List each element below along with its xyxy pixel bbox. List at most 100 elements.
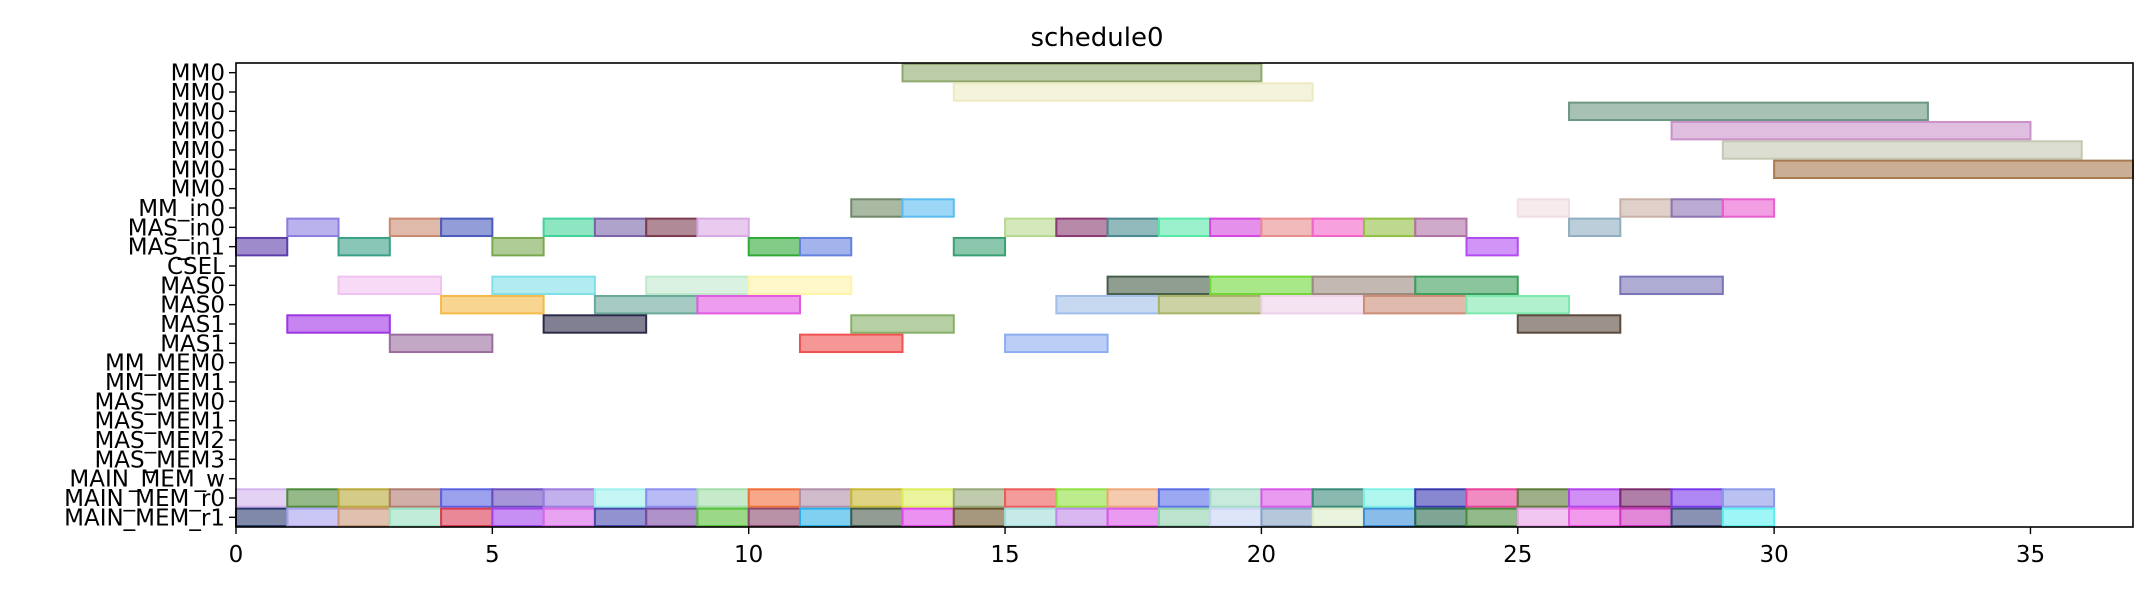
schedule-bar — [286, 314, 391, 334]
schedule-bar — [1619, 198, 1673, 218]
schedule-bar — [696, 488, 750, 508]
schedule-bar — [798, 333, 904, 354]
y-tick-label: MM_in0 — [138, 196, 225, 222]
schedule-bar — [952, 236, 1007, 257]
schedule-bar — [1209, 217, 1263, 238]
y-tick-label: MAS0 — [160, 273, 225, 299]
schedule-bar — [491, 236, 545, 257]
schedule-bar — [593, 217, 648, 238]
schedule-bar — [1209, 275, 1314, 296]
schedule-bar — [1414, 507, 1468, 528]
y-tick-label: MAIN_MEM_w — [69, 467, 225, 493]
schedule-bar — [1311, 488, 1365, 508]
schedule-bar — [235, 507, 289, 528]
schedule-bar — [388, 217, 443, 238]
schedule-bar — [1670, 120, 2032, 141]
schedule-bar — [1260, 294, 1365, 315]
schedule-bar — [696, 294, 801, 315]
y-tick-label: MAS_MEM0 — [94, 389, 225, 415]
schedule-bar — [1106, 488, 1160, 508]
schedule-bar — [1004, 507, 1058, 528]
schedule-bar — [1055, 294, 1160, 315]
x-tick-label: 35 — [2016, 542, 2045, 568]
schedule-bar — [645, 488, 699, 508]
schedule-bar — [286, 507, 340, 528]
x-tick-label: 10 — [734, 542, 763, 568]
schedule-bar — [1516, 507, 1571, 528]
x-tick-label: 5 — [485, 542, 500, 568]
schedule-bar — [798, 488, 853, 508]
schedule-bar — [901, 507, 955, 528]
y-tick-label: MAS1 — [160, 331, 225, 357]
x-axis: 0 5 10 15 20 25 30 35 — [229, 527, 2045, 568]
y-tick-label: MAIN_MEM_r0 — [64, 486, 225, 512]
y-tick-label: MAS0 — [160, 293, 225, 319]
schedule-bar — [542, 488, 596, 508]
schedule-bar — [1260, 507, 1314, 528]
schedule-bar — [1106, 275, 1212, 296]
y-tick-label: MM0 — [171, 61, 225, 87]
schedule-bar — [542, 217, 596, 238]
schedule-bar — [747, 507, 801, 528]
y-tick-label: MM_MEM1 — [105, 370, 225, 396]
schedule-bar — [593, 507, 648, 528]
x-tick-label: 15 — [990, 542, 1019, 568]
schedule-bar — [1157, 507, 1212, 528]
schedule-bar — [388, 333, 494, 354]
y-tick-label: MAS_in1 — [128, 235, 225, 261]
schedule-bar — [952, 488, 1007, 508]
schedule-bar — [850, 488, 904, 508]
schedule-bar — [1209, 507, 1263, 528]
schedule-bar — [1516, 314, 1622, 334]
schedule-bar — [491, 488, 545, 508]
schedule-bar — [440, 507, 494, 528]
schedule-bar — [901, 488, 955, 508]
schedule-bar — [1414, 488, 1468, 508]
schedule-bar — [850, 507, 904, 528]
schedule-bar — [1157, 488, 1212, 508]
schedule-bar — [542, 314, 648, 334]
schedule-bar — [1055, 488, 1109, 508]
y-tick-label: CSEL — [167, 254, 225, 280]
y-tick-label: MAS_MEM1 — [94, 409, 225, 435]
bars-layer — [235, 62, 2135, 528]
y-tick-label: MAS_MEM3 — [94, 447, 225, 473]
schedule-bar — [1465, 488, 1519, 508]
schedule-bar — [593, 488, 648, 508]
plot-frame — [235, 62, 2134, 528]
schedule-bar — [798, 236, 853, 257]
schedule-bar — [286, 488, 340, 508]
y-tick-label: MM0 — [171, 157, 225, 183]
schedule-bar — [1465, 294, 1571, 315]
schedule-bar — [491, 275, 596, 296]
schedule-bar — [747, 236, 801, 257]
schedule-bar — [1414, 217, 1468, 238]
schedule-bar — [696, 507, 750, 528]
schedule-bar — [850, 314, 955, 334]
schedule-bar — [952, 82, 1314, 102]
schedule-bar — [1619, 507, 1673, 528]
schedule-bar — [1568, 507, 1622, 528]
y-tick-label: MAS1 — [160, 312, 225, 338]
schedule-bar — [542, 507, 596, 528]
schedule-bar — [1362, 217, 1417, 238]
schedule-bar — [850, 198, 904, 218]
schedule-bar — [1670, 507, 1724, 528]
schedule-bar — [388, 488, 443, 508]
schedule-bar — [1311, 275, 1417, 296]
schedule-bar — [1004, 488, 1058, 508]
schedule-bar — [1568, 101, 1929, 122]
schedule-bar — [1619, 488, 1673, 508]
schedule-bar — [1721, 507, 1776, 528]
schedule-bar — [1414, 275, 1519, 296]
schedule-bar — [1106, 507, 1160, 528]
schedule-bar — [440, 294, 545, 315]
schedule-bar — [1721, 140, 2083, 160]
schedule-bar — [286, 217, 340, 238]
schedule-bar — [440, 488, 494, 508]
schedule-bar — [337, 236, 391, 257]
schedule-bar — [1311, 507, 1365, 528]
schedule-bar — [645, 507, 699, 528]
y-tick-label: MAIN_MEM_r1 — [64, 505, 225, 531]
